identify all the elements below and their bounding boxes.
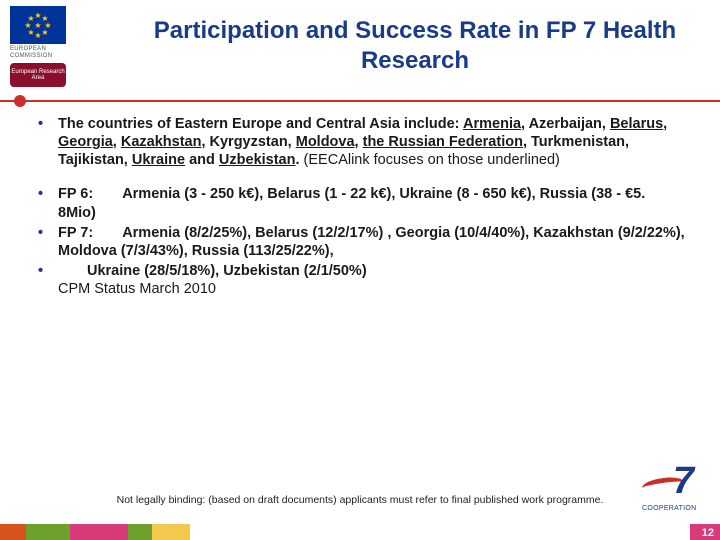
divider-line: [0, 100, 720, 102]
bullet-countries: • The countries of Eastern Europe and Ce…: [38, 115, 686, 169]
slide-content: • The countries of Eastern Europe and Ce…: [38, 115, 686, 300]
footnote: Not legally binding: (based on draft doc…: [0, 494, 720, 506]
fp7-logo: 7 COOPERATION: [642, 464, 700, 512]
bullet-mark-icon: •: [38, 224, 58, 260]
commission-label: EUROPEAN COMMISSION: [10, 46, 80, 59]
bullet-fp7: • FP 7: Armenia (8/2/25%), Belarus (12/2…: [38, 224, 686, 260]
fp7-label: COOPERATION: [642, 505, 697, 512]
divider-dot-icon: [14, 95, 26, 107]
fp7-seven: 7: [673, 460, 694, 503]
eu-flag-icon: [10, 6, 66, 44]
slide-title: Participation and Success Rate in FP 7 H…: [140, 16, 690, 76]
bullet-mark-icon: •: [38, 262, 58, 298]
footer-color-bar: [0, 524, 720, 540]
eu-logo-block: EUROPEAN COMMISSION European Research Ar…: [10, 6, 80, 87]
bullet-fp6: • FP 6: Armenia (3 - 250 k€), Belarus (1…: [38, 185, 686, 221]
bullet-cpm: • Ukraine (28/5/18%), Uzbekistan (2/1/50…: [38, 262, 686, 298]
bullet-mark-icon: •: [38, 185, 58, 221]
page-number: 12: [702, 527, 714, 539]
bullet-mark-icon: •: [38, 115, 58, 169]
era-badge: European Research Area: [10, 63, 66, 87]
